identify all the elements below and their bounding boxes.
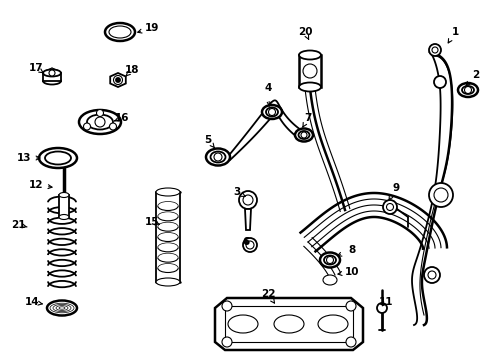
Ellipse shape xyxy=(39,148,77,168)
Text: 16: 16 xyxy=(115,113,129,123)
Ellipse shape xyxy=(156,278,180,286)
Ellipse shape xyxy=(156,188,180,196)
Ellipse shape xyxy=(43,69,61,77)
Circle shape xyxy=(423,267,439,283)
Bar xyxy=(59,195,69,217)
Ellipse shape xyxy=(47,301,77,315)
Ellipse shape xyxy=(265,108,278,117)
Text: 11: 11 xyxy=(378,297,392,307)
Bar xyxy=(43,73,61,81)
Text: 6: 6 xyxy=(242,237,249,247)
Ellipse shape xyxy=(323,275,336,285)
Circle shape xyxy=(433,76,445,88)
Text: 2: 2 xyxy=(471,70,479,80)
Ellipse shape xyxy=(461,86,473,94)
Ellipse shape xyxy=(262,105,282,119)
Text: 20: 20 xyxy=(297,27,312,37)
Circle shape xyxy=(303,64,316,78)
Ellipse shape xyxy=(59,215,69,220)
Circle shape xyxy=(116,78,120,82)
Polygon shape xyxy=(110,73,125,87)
Text: 3: 3 xyxy=(233,187,240,197)
Ellipse shape xyxy=(87,114,113,130)
Circle shape xyxy=(95,117,105,127)
Text: 18: 18 xyxy=(124,65,139,75)
Polygon shape xyxy=(244,209,250,230)
Circle shape xyxy=(433,188,447,202)
Circle shape xyxy=(245,241,253,249)
Circle shape xyxy=(386,203,393,211)
Circle shape xyxy=(431,47,437,53)
Circle shape xyxy=(214,153,222,161)
Circle shape xyxy=(243,195,252,205)
Polygon shape xyxy=(215,298,362,350)
Text: 9: 9 xyxy=(392,183,399,193)
Circle shape xyxy=(326,256,333,264)
Text: 1: 1 xyxy=(450,27,458,37)
Circle shape xyxy=(464,86,470,94)
Circle shape xyxy=(301,132,306,138)
Circle shape xyxy=(427,271,435,279)
Circle shape xyxy=(376,303,386,313)
Circle shape xyxy=(109,123,116,130)
Circle shape xyxy=(239,191,257,209)
Text: 19: 19 xyxy=(144,23,159,33)
Ellipse shape xyxy=(109,26,131,38)
Text: 4: 4 xyxy=(264,83,271,93)
Text: 17: 17 xyxy=(29,63,43,73)
Circle shape xyxy=(428,44,440,56)
Ellipse shape xyxy=(45,152,71,165)
Text: 15: 15 xyxy=(144,217,159,227)
Circle shape xyxy=(113,76,122,85)
Text: 10: 10 xyxy=(344,267,359,277)
Bar xyxy=(224,306,352,342)
Text: 13: 13 xyxy=(17,153,31,163)
Ellipse shape xyxy=(324,256,335,265)
Circle shape xyxy=(268,108,275,116)
Ellipse shape xyxy=(298,82,320,91)
Text: 5: 5 xyxy=(204,135,211,145)
Ellipse shape xyxy=(79,110,121,134)
Text: 21: 21 xyxy=(11,220,25,230)
Circle shape xyxy=(222,337,231,347)
Ellipse shape xyxy=(294,129,312,141)
Circle shape xyxy=(243,238,257,252)
Ellipse shape xyxy=(298,131,309,139)
Ellipse shape xyxy=(210,152,225,162)
Bar xyxy=(298,55,320,87)
Text: 8: 8 xyxy=(347,245,355,255)
Text: 14: 14 xyxy=(24,297,39,307)
Ellipse shape xyxy=(298,50,320,59)
Circle shape xyxy=(222,301,231,311)
Ellipse shape xyxy=(105,23,135,41)
Ellipse shape xyxy=(319,252,339,267)
Text: 22: 22 xyxy=(260,289,275,299)
Circle shape xyxy=(346,301,355,311)
Circle shape xyxy=(49,70,55,76)
Circle shape xyxy=(346,337,355,347)
Ellipse shape xyxy=(43,77,61,85)
Ellipse shape xyxy=(205,149,229,166)
Text: 7: 7 xyxy=(304,113,311,123)
Circle shape xyxy=(96,109,103,117)
Text: 12: 12 xyxy=(29,180,43,190)
Ellipse shape xyxy=(59,193,69,198)
Circle shape xyxy=(428,183,452,207)
Ellipse shape xyxy=(457,83,477,97)
Circle shape xyxy=(83,123,90,130)
Circle shape xyxy=(382,200,396,214)
